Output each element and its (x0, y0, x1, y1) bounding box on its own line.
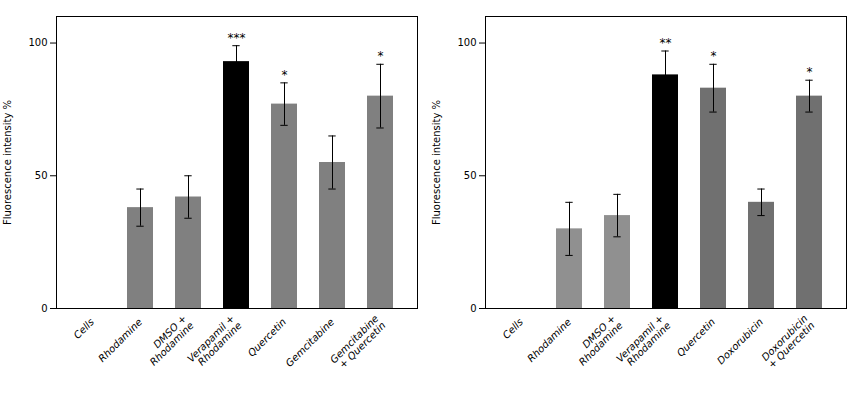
svg-text:*: * (282, 68, 288, 82)
html-text:DMSO +: DMSO + (151, 312, 189, 351)
svg-text:Rhodamine: Rhodamine (96, 316, 144, 364)
svg-text:50: 50 (464, 170, 477, 181)
svg-text:Cells: Cells (71, 316, 96, 341)
svg-text:Quercetin: Quercetin (675, 316, 718, 359)
svg-text:Verapamil +Rhodamine: Verapamil +Rhodamine (614, 313, 673, 372)
svg-text:Fluorescence intensity %: Fluorescence intensity % (2, 100, 13, 225)
svg-text:Rhodamine: Rhodamine (525, 316, 573, 364)
svg-text:0: 0 (41, 303, 47, 314)
svg-text:Cells: Cells (500, 316, 525, 341)
svg-text:Gemcitabine+ Quercetin: Gemcitabine+ Quercetin (328, 313, 388, 373)
svg-text:Gemcitabine: Gemcitabine (283, 316, 336, 369)
svg-text:Doxorubicin: Doxorubicin (715, 316, 765, 366)
svg-text:Fluorescence intensity %: Fluorescence intensity % (431, 100, 442, 225)
svg-text:100: 100 (457, 37, 476, 48)
svg-text:*: * (807, 65, 813, 79)
html-text:Rhodamine: Rhodamine (576, 319, 625, 368)
svg-text:**: ** (660, 36, 672, 50)
svg-text:Quercetin: Quercetin (246, 316, 289, 359)
svg-text:50: 50 (35, 170, 48, 181)
svg-text:Doxorubicin+ Quercetin: Doxorubicin+ Quercetin (759, 313, 817, 371)
svg-text:100: 100 (28, 37, 47, 48)
svg-text:*: * (378, 49, 384, 63)
svg-text:Verapamil +Rhodamine: Verapamil +Rhodamine (185, 313, 244, 372)
svg-text:0: 0 (470, 303, 476, 314)
html-text:DMSO +: DMSO + (580, 312, 618, 351)
svg-text:*: * (711, 49, 717, 63)
svg-text:***: *** (228, 31, 246, 45)
html-text:Rhodamine: Rhodamine (147, 319, 196, 368)
